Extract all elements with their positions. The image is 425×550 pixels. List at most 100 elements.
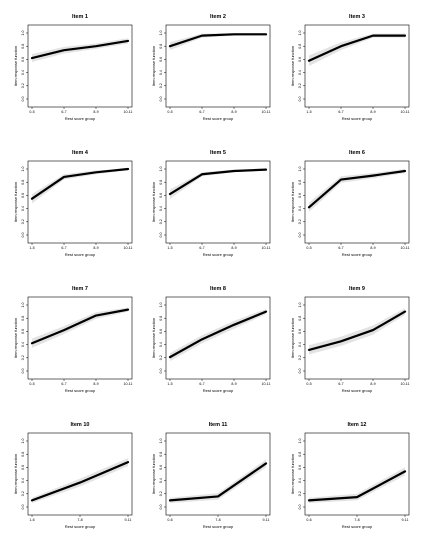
y-tick-label: 0.4 [298, 478, 302, 483]
y-tick-label: 0.6 [159, 465, 163, 470]
data-point [169, 499, 171, 501]
data-point [308, 206, 310, 208]
y-tick-label: 0.8 [159, 452, 163, 457]
x-tick-label: 6-7 [338, 382, 343, 386]
data-point [169, 356, 171, 358]
x-axis-label: Rest score group [65, 388, 96, 393]
x-tick-label: 8-9 [231, 110, 236, 114]
y-tick-label: 0.2 [159, 219, 163, 224]
y-tick-label: 0.4 [21, 478, 25, 483]
x-axis-label: Rest score group [203, 116, 234, 121]
y-axis-label: Item response function [151, 182, 156, 222]
y-axis-label: Item response function [13, 318, 18, 358]
y-tick-label: 0.2 [21, 219, 25, 224]
y-tick-label: 0.0 [298, 505, 302, 510]
x-tick-label: 8-9 [370, 246, 375, 250]
x-tick-label: 6-7 [61, 246, 66, 250]
x-tick-label: 1-5 [167, 382, 172, 386]
y-tick-label: 0.0 [159, 369, 163, 374]
y-tick-label: 0.0 [159, 505, 163, 510]
data-point [233, 33, 235, 35]
panel-12: Item 12 0.0 0.2 0.4 0.6 0.8 1.0 0-6 7-8 9-11 Rest … [290, 422, 410, 529]
panel-title: Item 3 [349, 14, 365, 20]
y-tick-label: 0.4 [159, 70, 163, 75]
y-tick-label: 1.0 [159, 303, 163, 308]
x-axis-label: Rest score group [203, 252, 234, 257]
y-tick-label: 1.0 [21, 31, 25, 36]
y-tick-label: 0.0 [298, 369, 302, 374]
x-tick-label: 6-7 [199, 382, 204, 386]
y-tick-label: 0.6 [298, 57, 302, 62]
data-point [95, 45, 97, 47]
confidence-band [309, 169, 405, 212]
data-point [31, 57, 33, 59]
y-tick-label: 1.0 [298, 303, 302, 308]
confidence-band [32, 307, 128, 348]
x-tick-label: 8-9 [93, 246, 98, 250]
confidence-band [32, 458, 128, 504]
y-tick-label: 0.8 [298, 452, 302, 457]
y-tick-label: 0.6 [298, 193, 302, 198]
y-tick-label: 0.6 [298, 329, 302, 334]
panel-5: Item 5 0.0 0.2 0.4 0.6 0.8 1.0 1-5 6-7 8-9 10-11 Re… [151, 150, 270, 257]
data-point [201, 173, 203, 175]
x-tick-label: 10-11 [262, 382, 271, 386]
panel-title: Item 7 [72, 286, 88, 292]
data-point [169, 193, 171, 195]
y-tick-label: 1.0 [21, 303, 25, 308]
panel-title: Item 6 [349, 150, 365, 156]
panel-title: Item 12 [348, 422, 367, 428]
y-tick-label: 0.6 [298, 465, 302, 470]
data-point [265, 169, 267, 171]
x-tick-label: 8-9 [370, 110, 375, 114]
x-axis-label: Rest score group [342, 116, 373, 121]
plot-frame [165, 296, 271, 380]
x-axis-label: Rest score group [65, 524, 96, 529]
y-tick-label: 0.0 [159, 233, 163, 238]
y-tick-label: 0.0 [21, 233, 25, 238]
panel-4: Item 4 0.0 0.2 0.4 0.6 0.8 1.0 1-5 6-7 8-9 10-11 Re… [13, 150, 132, 257]
y-tick-label: 0.4 [159, 478, 163, 483]
y-axis-label: Item response function [151, 46, 156, 86]
x-tick-label: 0-5 [29, 110, 34, 114]
y-tick-label: 0.8 [21, 316, 25, 321]
x-tick-label: 6-7 [61, 382, 66, 386]
y-axis-label: Item response function [290, 182, 295, 222]
x-tick-label: 1-6 [29, 518, 34, 522]
confidence-band [170, 169, 266, 199]
plot-frame [304, 296, 410, 380]
x-axis-label: Rest score group [203, 524, 234, 529]
x-tick-label: 8-9 [231, 246, 236, 250]
x-tick-label: 7-8 [215, 518, 220, 522]
y-tick-label: 0.8 [298, 316, 302, 321]
y-axis-label: Item response function [13, 46, 18, 86]
plot-frame [165, 160, 271, 244]
data-point [340, 45, 342, 47]
y-axis-label: Item response function [290, 46, 295, 86]
y-tick-label: 0.0 [21, 97, 25, 102]
plot-frame [27, 24, 133, 108]
x-axis-label: Rest score group [203, 388, 234, 393]
x-axis-label: Rest score group [65, 252, 96, 257]
plot-frame [165, 24, 271, 108]
y-tick-label: 0.8 [21, 452, 25, 457]
confidence-band [309, 308, 405, 355]
y-tick-label: 0.0 [21, 369, 25, 374]
data-point [95, 314, 97, 317]
y-tick-label: 0.6 [21, 465, 25, 470]
data-point [127, 40, 129, 42]
y-tick-label: 0.4 [298, 206, 302, 211]
x-tick-label: 7-8 [354, 518, 359, 522]
data-point [31, 198, 33, 200]
data-point [233, 324, 235, 326]
y-tick-label: 0.8 [21, 180, 25, 185]
x-tick-label: 6-7 [199, 110, 204, 114]
x-tick-label: 6-7 [61, 110, 66, 114]
data-point [127, 168, 129, 170]
y-tick-label: 0.4 [21, 342, 25, 347]
panel-9: Item 9 0.0 0.2 0.4 0.6 0.8 1.0 0-5 6-7 8-9 10-11 Re… [290, 286, 409, 393]
data-point [233, 170, 235, 172]
y-tick-label: 1.0 [298, 167, 302, 172]
x-tick-label: 10-11 [401, 382, 410, 386]
